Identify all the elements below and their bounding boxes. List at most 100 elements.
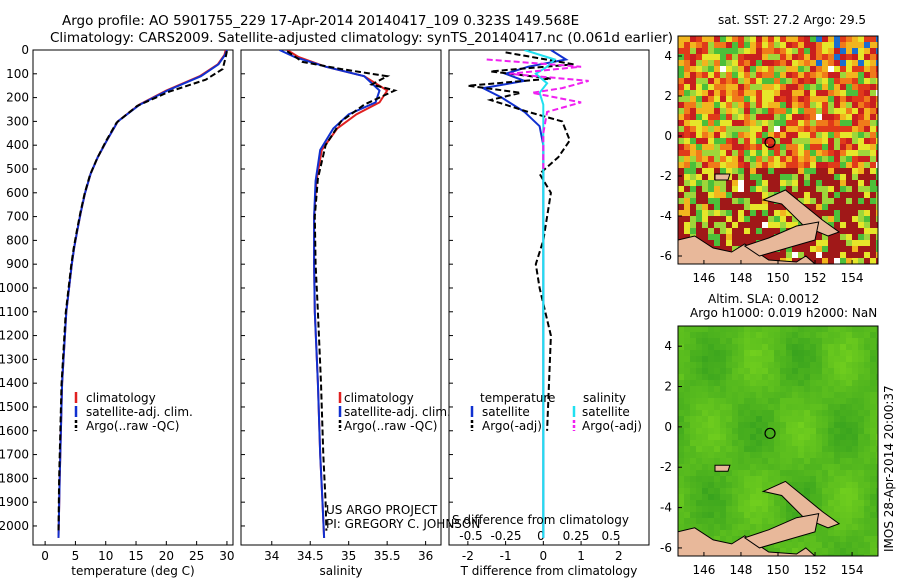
map-cell — [708, 446, 714, 452]
map-y-tick-label: 0 — [664, 129, 672, 143]
map-cell — [828, 210, 834, 216]
map-cell — [798, 440, 804, 446]
map-cell — [750, 488, 756, 494]
map-cell — [780, 344, 786, 350]
map-cell — [780, 120, 786, 126]
map-cell — [696, 374, 702, 380]
map-cell — [786, 108, 792, 114]
map-cell — [804, 458, 810, 464]
map-cell — [816, 482, 822, 488]
map-cell — [720, 326, 726, 332]
map-cell — [678, 120, 684, 126]
series-satellite-adj-clim- — [57, 50, 228, 538]
map-cell — [774, 168, 780, 174]
map-cell — [768, 452, 774, 458]
map-cell — [702, 60, 708, 66]
map-cell — [804, 186, 810, 192]
map-cell — [738, 168, 744, 174]
map-cell — [714, 404, 720, 410]
map-cell — [858, 356, 864, 362]
map-cell — [822, 144, 828, 150]
x-axis-label: temperature (deg C) — [71, 564, 194, 578]
map-cell — [696, 222, 702, 228]
map-cell — [732, 422, 738, 428]
map-cell — [744, 506, 750, 512]
map-cell — [840, 84, 846, 90]
map-cell — [768, 500, 774, 506]
map-cell — [684, 186, 690, 192]
map-cell — [744, 234, 750, 240]
map-cell — [870, 198, 876, 204]
map-cell — [828, 162, 834, 168]
map-cell — [714, 530, 720, 536]
map-cell — [774, 138, 780, 144]
map-cell — [852, 222, 858, 228]
map-cell — [720, 210, 726, 216]
map-cell — [726, 180, 732, 186]
map-cell — [828, 446, 834, 452]
map-cell — [846, 48, 852, 54]
land-new-britain — [743, 512, 820, 549]
map-cell — [810, 380, 816, 386]
map-cell — [864, 398, 870, 404]
map-cell — [768, 222, 774, 228]
map-cell — [714, 482, 720, 488]
map-cell — [750, 374, 756, 380]
map-cell — [822, 216, 828, 222]
map-cell — [780, 368, 786, 374]
map-cell — [714, 488, 720, 494]
map-cell — [720, 240, 726, 246]
map-cell — [804, 392, 810, 398]
map-cell — [828, 198, 834, 204]
map-cell — [732, 518, 738, 524]
map-cell — [834, 72, 840, 78]
map-cell — [726, 222, 732, 228]
map-cell — [708, 488, 714, 494]
map-cell — [846, 102, 852, 108]
map-cell — [696, 90, 702, 96]
map-cell — [690, 78, 696, 84]
map-cell — [834, 90, 840, 96]
map-cell — [834, 332, 840, 338]
map-cell — [738, 440, 744, 446]
map-cell — [864, 162, 870, 168]
map-cell — [726, 48, 732, 54]
map-cell — [714, 150, 720, 156]
map-cell — [768, 120, 774, 126]
map-cell — [864, 518, 870, 524]
map-cell — [768, 192, 774, 198]
map-cell — [786, 548, 792, 554]
map-cell — [798, 198, 804, 204]
map-cell — [852, 102, 858, 108]
map-cell — [810, 252, 816, 258]
map-cell — [786, 54, 792, 60]
map-cell — [876, 416, 878, 422]
map-cell — [840, 452, 846, 458]
map-cell — [864, 548, 870, 554]
map-cell — [798, 138, 804, 144]
map-cell — [822, 344, 828, 350]
map-cell — [762, 458, 768, 464]
map-cell — [750, 446, 756, 452]
map-cell — [678, 410, 684, 416]
map-cell — [816, 126, 822, 132]
map-cell — [804, 240, 810, 246]
map-cell — [876, 494, 878, 500]
map-cell — [876, 204, 878, 210]
map-cell — [750, 338, 756, 344]
map-cell — [822, 386, 828, 392]
map-cell — [834, 252, 840, 258]
map-cell — [720, 72, 726, 78]
map-cell — [714, 216, 720, 222]
map-cell — [768, 446, 774, 452]
map-cell — [744, 198, 750, 204]
map-cell — [828, 54, 834, 60]
map-cell — [684, 156, 690, 162]
map-cell — [714, 126, 720, 132]
map-cell — [852, 150, 858, 156]
map-cell — [810, 440, 816, 446]
map-cell — [846, 246, 852, 252]
map-cell — [738, 374, 744, 380]
map-cell — [702, 386, 708, 392]
map-cell — [786, 42, 792, 48]
